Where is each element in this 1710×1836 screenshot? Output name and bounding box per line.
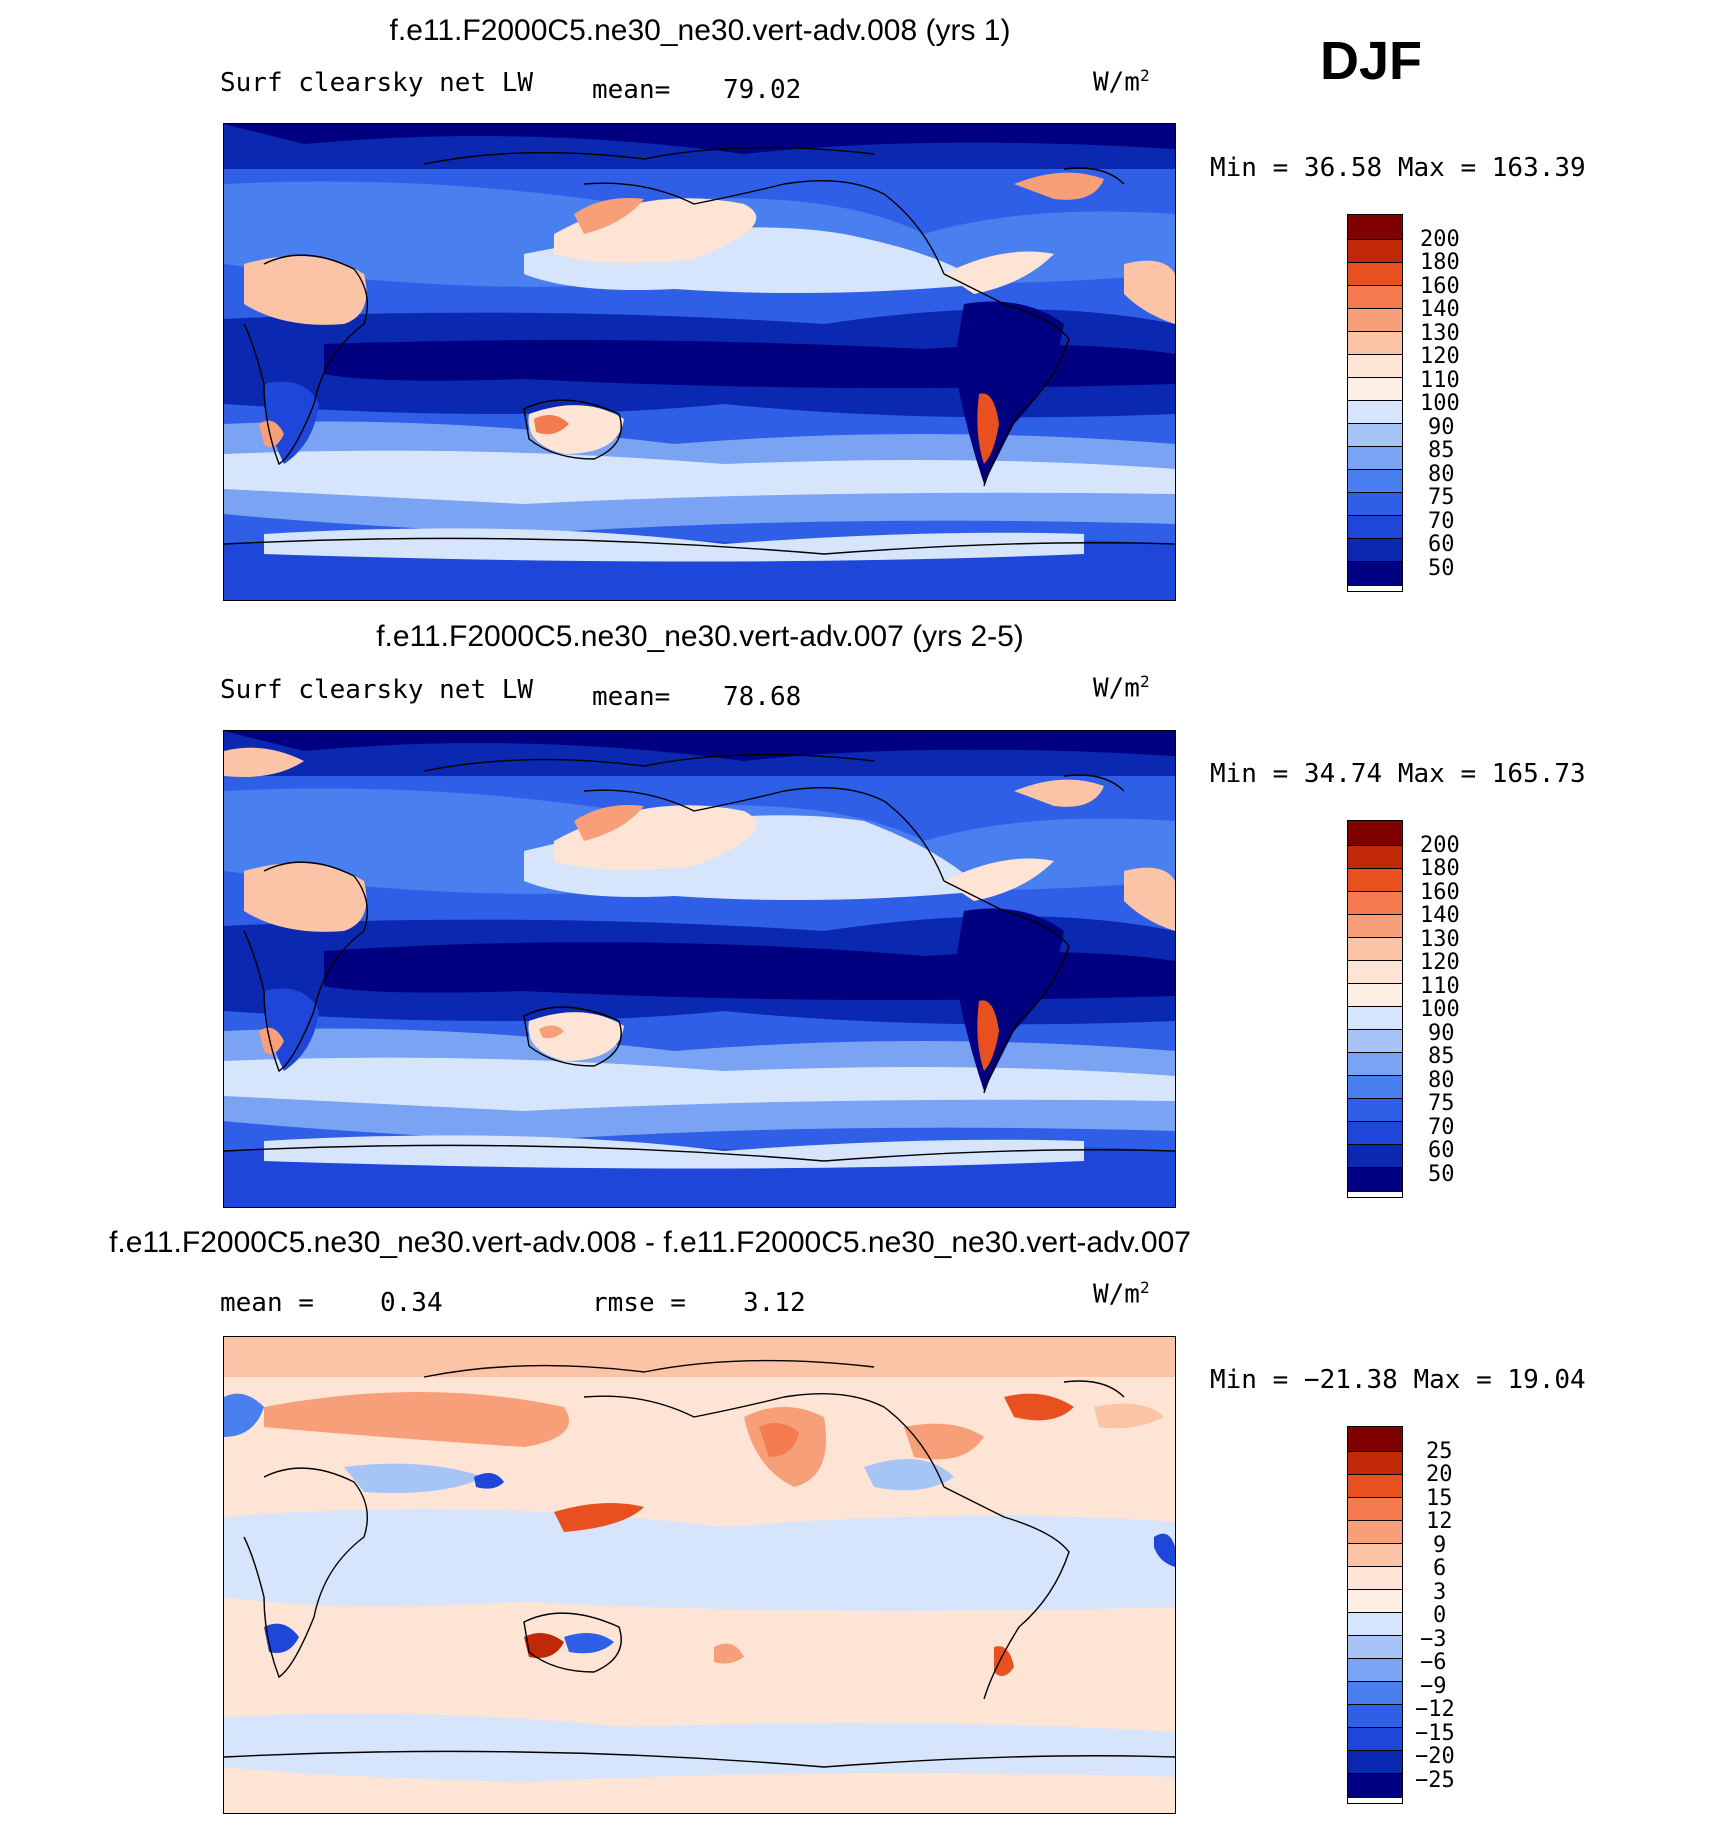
cbar-tick: 70 (1428, 509, 1455, 534)
panel1-variable: Surf clearsky net LW (220, 68, 534, 98)
cbar-tick: −15 (1415, 1721, 1455, 1746)
panel1-mean-label: mean= (592, 75, 671, 105)
cbar-tick: 180 (1420, 250, 1460, 275)
cbar-tick: 110 (1420, 974, 1460, 999)
cbar-tick: 6 (1433, 1556, 1447, 1581)
cbar-tick: −3 (1420, 1627, 1447, 1652)
cbar-tick: 180 (1420, 856, 1460, 881)
cbar-tick: 12 (1426, 1509, 1453, 1534)
cbar-tick: −25 (1415, 1768, 1455, 1793)
panel2-mean-label: mean= (592, 682, 671, 712)
panel2-mean-value: 78.68 (723, 682, 802, 712)
panel3-units: W/m2 (1093, 1278, 1150, 1310)
cbar-tick: 75 (1428, 1091, 1455, 1116)
cbar-tick: 200 (1420, 227, 1460, 252)
panel3-colorbar (1347, 1426, 1403, 1804)
cbar-tick: −12 (1415, 1697, 1455, 1722)
cbar-tick: 20 (1426, 1462, 1453, 1487)
season-label: DJF (1320, 31, 1423, 91)
cbar-tick: 25 (1426, 1439, 1453, 1464)
cbar-tick: 100 (1420, 997, 1460, 1022)
cbar-tick: 60 (1428, 532, 1455, 557)
panel3-map (223, 1336, 1176, 1814)
cbar-tick: 3 (1433, 1580, 1447, 1605)
panel3-title: f.e11.F2000C5.ne30_ne30.vert-adv.008 - f… (109, 1226, 1191, 1259)
cbar-tick: 15 (1426, 1486, 1453, 1511)
cbar-tick: 80 (1428, 462, 1455, 487)
cbar-tick: 70 (1428, 1115, 1455, 1140)
panel2-colorbar (1347, 820, 1403, 1198)
cbar-tick: 90 (1428, 415, 1455, 440)
cbar-tick: 85 (1428, 438, 1455, 463)
panel1-mean-value: 79.02 (723, 75, 802, 105)
cbar-tick: 110 (1420, 368, 1460, 393)
cbar-tick: 140 (1420, 903, 1460, 928)
cbar-tick: 160 (1420, 274, 1460, 299)
cbar-tick: −9 (1420, 1674, 1447, 1699)
cbar-tick: 90 (1428, 1021, 1455, 1046)
cbar-tick: 9 (1433, 1533, 1447, 1558)
panel2-map (223, 730, 1176, 1208)
cbar-tick: 130 (1420, 927, 1460, 952)
cbar-tick: 0 (1433, 1603, 1447, 1628)
cbar-tick: 130 (1420, 321, 1460, 346)
panel2-minmax: Min = 34.74 Max = 165.73 (1210, 759, 1586, 789)
panel1-units: W/m2 (1093, 66, 1150, 98)
cbar-tick: −6 (1420, 1650, 1447, 1675)
panel1-colorbar (1347, 214, 1403, 592)
panel2-title: f.e11.F2000C5.ne30_ne30.vert-adv.007 (yr… (376, 620, 1024, 653)
panel3-mean-label: mean = (220, 1288, 314, 1318)
panel2-variable: Surf clearsky net LW (220, 675, 534, 705)
panel1-title: f.e11.F2000C5.ne30_ne30.vert-adv.008 (yr… (389, 14, 1011, 47)
cbar-tick: 120 (1420, 344, 1460, 369)
cbar-tick: 160 (1420, 880, 1460, 905)
cbar-tick: 50 (1428, 556, 1455, 581)
cbar-tick: 100 (1420, 391, 1460, 416)
cbar-tick: 120 (1420, 950, 1460, 975)
cbar-tick: 60 (1428, 1138, 1455, 1163)
cbar-tick: 80 (1428, 1068, 1455, 1093)
cbar-tick: 140 (1420, 297, 1460, 322)
cbar-tick: 75 (1428, 485, 1455, 510)
panel3-rmse-value: 3.12 (743, 1288, 806, 1318)
panel1-map (223, 123, 1176, 601)
cbar-tick: 200 (1420, 833, 1460, 858)
panel1-minmax: Min = 36.58 Max = 163.39 (1210, 153, 1586, 183)
cbar-tick: 50 (1428, 1162, 1455, 1187)
panel3-minmax: Min = −21.38 Max = 19.04 (1210, 1365, 1586, 1395)
cbar-tick: 85 (1428, 1044, 1455, 1069)
cbar-tick: −20 (1415, 1744, 1455, 1769)
panel2-units: W/m2 (1093, 672, 1150, 704)
panel3-mean-value: 0.34 (380, 1288, 443, 1318)
panel3-rmse-label: rmse = (592, 1288, 686, 1318)
